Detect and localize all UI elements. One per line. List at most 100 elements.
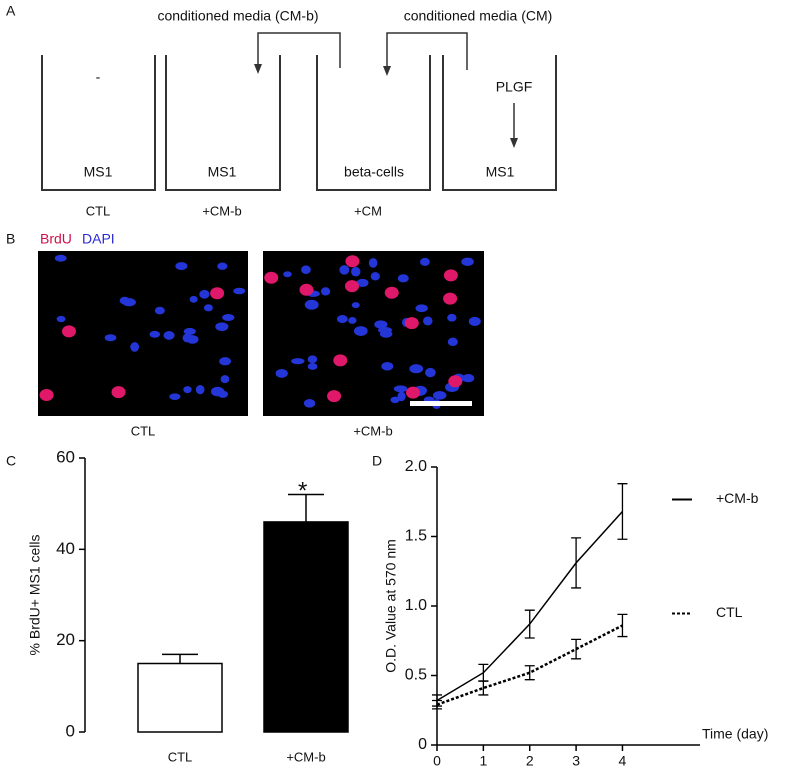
dapi-nucleus — [420, 257, 430, 266]
error-bar — [617, 483, 628, 540]
x-tick-label: 1 — [479, 753, 487, 769]
panel-label: D — [372, 453, 382, 469]
stain-legend: BrdU — [40, 231, 72, 247]
dapi-nucleus — [390, 396, 400, 404]
dapi-nucleus — [275, 368, 288, 378]
dapi-nucleus — [462, 373, 475, 383]
dapi-nucleus — [468, 316, 481, 326]
dapi-nucleus — [397, 274, 409, 283]
y-tick-label: 0 — [66, 721, 75, 740]
y-axis-label: O.D. Value at 570 nm — [383, 539, 399, 673]
brdu-nucleus — [111, 386, 126, 399]
y-tick-label: 40 — [56, 539, 75, 558]
error-bar — [432, 699, 442, 710]
error-bar — [478, 663, 489, 682]
dapi-nucleus — [339, 265, 350, 275]
well — [165, 55, 281, 191]
brdu-nucleus — [39, 388, 54, 401]
dapi-nucleus — [320, 287, 331, 296]
y-tick-label: 0.5 — [405, 667, 427, 684]
dapi-nucleus — [283, 271, 292, 278]
legend-label: +CM-b — [716, 490, 759, 506]
well-caption: CTL — [86, 203, 111, 218]
annotation: * — [298, 477, 307, 504]
dapi-nucleus — [175, 262, 188, 271]
dapi-nucleus — [461, 257, 474, 266]
dapi-nucleus — [217, 262, 228, 270]
arrow-label: conditioned media (CM-b) — [157, 8, 318, 24]
dapi-nucleus — [370, 272, 380, 281]
brdu-nucleus — [443, 269, 458, 282]
dapi-nucleus — [374, 320, 388, 329]
dapi-nucleus — [432, 390, 447, 400]
dapi-nucleus — [447, 337, 458, 347]
image-caption: CTL — [131, 423, 156, 438]
dapi-nucleus — [381, 361, 394, 371]
error-bar — [571, 638, 582, 660]
dapi-nucleus — [183, 386, 192, 394]
nuclei — [39, 254, 481, 410]
dapi-nucleus — [195, 384, 205, 395]
x-tick-label: 0 — [433, 753, 441, 769]
dapi-nucleus — [307, 355, 318, 364]
x-tick-label: 3 — [572, 753, 580, 769]
dapi-nucleus — [425, 367, 436, 378]
brdu-nucleus — [406, 386, 421, 399]
dapi-nucleus — [304, 299, 319, 310]
stain-legend: DAPI — [82, 231, 115, 247]
dapi-nucleus — [351, 302, 360, 309]
scale-bar — [410, 401, 472, 406]
arrow — [257, 32, 341, 68]
well-label: beta-cells — [344, 164, 404, 180]
x-axis-label: Time (day) — [702, 726, 768, 742]
error-bar — [571, 537, 582, 589]
dapi-nucleus — [149, 330, 161, 338]
well — [41, 55, 156, 191]
series-line — [436, 624, 624, 706]
error-bar — [617, 613, 628, 638]
dapi-nucleus — [54, 254, 67, 262]
error-bar — [162, 653, 198, 664]
x-tick-label: 2 — [526, 753, 534, 769]
y-tick-label: 1.5 — [405, 528, 427, 545]
panel-label: B — [6, 231, 15, 247]
dapi-nucleus — [393, 385, 408, 393]
dapi-nucleus — [163, 331, 175, 340]
well-label: MS1 — [208, 164, 237, 180]
brdu-nucleus — [264, 271, 279, 284]
well — [442, 55, 557, 191]
dapi-nucleus — [423, 316, 433, 326]
dapi-nucleus — [291, 358, 305, 365]
error-bar — [478, 680, 489, 696]
dapi-nucleus — [336, 315, 348, 324]
dapi-nucleus — [219, 357, 232, 366]
panel-label: C — [6, 453, 16, 469]
dapi-nucleus — [409, 364, 424, 374]
well-caption: +CM-b — [202, 203, 241, 218]
y-tick-label: 60 — [56, 447, 75, 466]
dapi-nucleus — [447, 313, 457, 322]
y-tick-label: 1.0 — [405, 597, 427, 614]
dapi-nucleus — [189, 295, 198, 303]
dapi-nucleus — [233, 287, 246, 295]
dapi-nucleus — [130, 342, 140, 352]
dapi-nucleus — [415, 304, 428, 313]
diagram — [41, 32, 557, 191]
dapi-nucleus — [119, 296, 130, 305]
brdu-nucleus — [443, 292, 458, 305]
dapi-nucleus — [222, 314, 235, 322]
dapi-nucleus — [169, 393, 181, 400]
dapi-nucleus — [183, 327, 196, 335]
dapi-nucleus — [353, 326, 368, 337]
dapi-nucleus — [56, 315, 66, 323]
x-tick-label: +CM-b — [286, 749, 325, 764]
error-bar — [288, 493, 324, 522]
y-tick-label: 20 — [56, 630, 75, 649]
dapi-nucleus — [186, 335, 199, 344]
well-caption: +CM — [354, 203, 382, 218]
legend-label: CTL — [716, 604, 743, 620]
dapi-nucleus — [215, 322, 229, 331]
brdu-nucleus — [384, 286, 399, 299]
arrow — [386, 32, 468, 70]
dapi-nucleus — [356, 278, 369, 287]
